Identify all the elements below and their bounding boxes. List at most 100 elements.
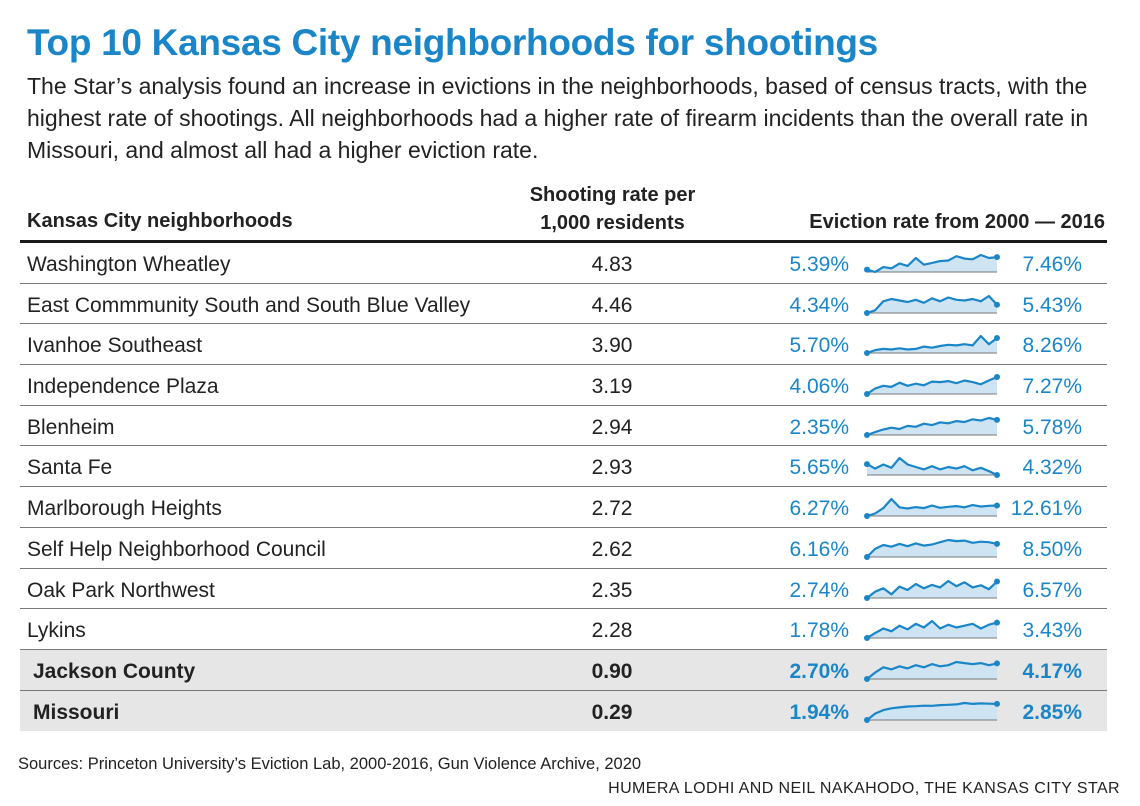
sparkline-line bbox=[866, 498, 998, 518]
eviction-rate-2016: 8.26% bbox=[1022, 334, 1082, 358]
neighborhood-name: East Commmunity South and South Blue Val… bbox=[27, 293, 471, 317]
sparkline-line bbox=[866, 457, 998, 477]
shooting-rate: 2.94 bbox=[591, 415, 633, 439]
eviction-sparkline bbox=[864, 335, 1000, 357]
eviction-rate-2016: 12.61% bbox=[1010, 497, 1082, 521]
sparkline-start-dot bbox=[864, 391, 870, 398]
shooting-header-line1: Shooting rate per bbox=[529, 184, 696, 206]
sparkline-start-dot bbox=[864, 594, 870, 601]
sparkline-start-dot bbox=[864, 716, 870, 723]
neighborhood-name: Washington Wheatley bbox=[27, 253, 231, 276]
sparkline-end-dot bbox=[994, 374, 1000, 381]
sparkline-line bbox=[866, 376, 998, 395]
eviction-sparkline bbox=[864, 660, 1000, 682]
eviction-sparkline bbox=[864, 619, 1000, 642]
sparkline-end-dot bbox=[994, 660, 1000, 667]
table-row: Oak Park Northwest 2.35 2.74% 6.57% bbox=[20, 569, 1107, 610]
eviction-rate-2016: 3.43% bbox=[1022, 619, 1082, 643]
sparkline-end-dot bbox=[994, 578, 1000, 585]
eviction-rate-2000: 1.78% bbox=[789, 619, 849, 643]
eviction-sparkline bbox=[864, 538, 1000, 560]
eviction-rate-2016: 7.46% bbox=[1022, 253, 1082, 276]
sparkline-area bbox=[867, 661, 997, 679]
sparkline-end-dot bbox=[994, 502, 1000, 509]
shooting-rate: 2.62 bbox=[591, 537, 633, 561]
sparkline-end-dot bbox=[994, 416, 1000, 423]
eviction-rate-2000: 5.65% bbox=[789, 456, 849, 480]
table-row: East Commmunity South and South Blue Val… bbox=[20, 284, 1107, 325]
neighborhood-name: Santa Fe bbox=[27, 456, 113, 480]
eviction-sparkline bbox=[864, 253, 1000, 274]
table-row: Blenheim 2.94 2.35% 5.78% bbox=[20, 406, 1107, 447]
shooting-rate: 2.93 bbox=[591, 456, 633, 480]
eviction-rate-2000: 4.34% bbox=[789, 293, 849, 317]
sources-note: Sources: Princeton University’s Eviction… bbox=[18, 755, 642, 773]
eviction-rate-2000: 6.16% bbox=[789, 537, 849, 561]
sparkline-line bbox=[866, 416, 998, 436]
sparkline-area bbox=[867, 499, 997, 517]
subtitle: The Star’s analysis found an increase in… bbox=[27, 73, 1089, 163]
column-header-shooting-rate: Shooting rate per 1,000 residents bbox=[490, 181, 735, 237]
neighborhood-name: Self Help Neighborhood Council bbox=[27, 537, 326, 561]
sparkline-end-dot bbox=[994, 301, 1000, 308]
eviction-rate-2016: 4.32% bbox=[1022, 456, 1082, 480]
sparkline-start-dot bbox=[864, 675, 870, 682]
table-row: Independence Plaza 3.19 4.06% 7.27% bbox=[20, 365, 1107, 406]
eviction-rate-2016: 7.27% bbox=[1022, 375, 1082, 399]
neighborhood-table: Washington Wheatley 4.83 5.39% 7.46% East Co… bbox=[20, 243, 1107, 732]
sparkline-area bbox=[867, 295, 997, 313]
sparkline-start-dot bbox=[864, 266, 870, 273]
shooting-rate: 3.19 bbox=[591, 375, 633, 399]
sparkline-start-dot bbox=[864, 431, 870, 438]
eviction-sparkline bbox=[864, 294, 1000, 316]
neighborhood-name: Oak Park Northwest bbox=[27, 578, 215, 602]
sparkline-start-dot bbox=[864, 553, 870, 560]
sparkline-line bbox=[866, 538, 998, 558]
neighborhood-name: Ivanhoe Southeast bbox=[27, 334, 203, 358]
sparkline-area bbox=[867, 621, 997, 639]
sparkline-area bbox=[867, 580, 997, 598]
sparkline-start-dot bbox=[864, 350, 870, 357]
sparkline-line bbox=[866, 620, 998, 640]
sparkline-end-dot bbox=[994, 619, 1000, 626]
neighborhood-name: Missouri bbox=[33, 700, 120, 724]
eviction-rate-2000: 4.06% bbox=[789, 375, 849, 399]
table-row: Santa Fe 2.93 5.65% 4.32% bbox=[20, 446, 1107, 488]
eviction-sparkline bbox=[864, 374, 1000, 398]
neighborhood-name: Lykins bbox=[27, 619, 86, 643]
shooting-rate: 4.83 bbox=[591, 253, 633, 276]
table-row: Self Help Neighborhood Council 2.62 6.16% 8… bbox=[20, 528, 1107, 569]
table-row: Washington Wheatley 4.83 5.39% 7.46% bbox=[20, 243, 1107, 284]
eviction-sparkline bbox=[864, 700, 1000, 723]
total-row: Jackson County 0.90 2.70% 4.17% bbox=[20, 649, 1107, 691]
eviction-sparkline bbox=[864, 578, 1000, 601]
header-divider bbox=[20, 240, 1107, 243]
credit-line: HUMERA LODHI AND NEIL NAKAHODO, THE KANS… bbox=[608, 780, 1120, 797]
eviction-rate-2000: 6.27% bbox=[789, 497, 849, 521]
sparkline-line bbox=[866, 579, 998, 599]
sparkline-end-dot bbox=[994, 254, 1000, 261]
neighborhood-name: Marlborough Heights bbox=[27, 497, 222, 521]
neighborhood-name: Independence Plaza bbox=[27, 375, 219, 399]
page-title: Top 10 Kansas City neighborhoods for sho… bbox=[27, 22, 878, 63]
eviction-rate-2000: 2.74% bbox=[789, 578, 849, 602]
shooting-rate: 2.35 bbox=[591, 578, 633, 602]
eviction-rate-2000: 1.94% bbox=[789, 700, 849, 724]
eviction-rate-2016: 8.50% bbox=[1022, 537, 1082, 561]
eviction-rate-2000: 2.35% bbox=[789, 415, 849, 439]
sparkline-line bbox=[866, 253, 998, 274]
eviction-sparkline bbox=[864, 498, 1000, 520]
eviction-rate-2000: 5.70% bbox=[789, 334, 849, 358]
neighborhood-name: Blenheim bbox=[27, 415, 115, 439]
eviction-rate-2000: 5.39% bbox=[789, 253, 849, 276]
eviction-rate-2016: 5.43% bbox=[1022, 293, 1082, 317]
sparkline-line bbox=[866, 294, 998, 314]
sparkline-area bbox=[867, 702, 997, 720]
sparkline-start-dot bbox=[864, 461, 870, 468]
column-header-neighborhoods: Kansas City neighborhoods bbox=[27, 210, 293, 232]
eviction-rate-2000: 2.70% bbox=[789, 659, 849, 683]
eviction-rate-2016: 5.78% bbox=[1022, 415, 1082, 439]
table-row: Ivanhoe Southeast 3.90 5.70% 8.26% bbox=[20, 324, 1107, 366]
eviction-sparkline bbox=[864, 457, 1000, 479]
sparkline-end-dot bbox=[994, 700, 1000, 707]
